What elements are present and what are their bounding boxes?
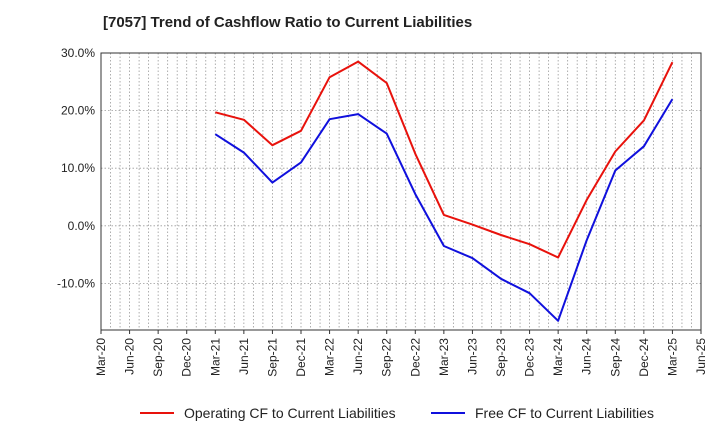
x-tick-label: Sep-21 — [265, 338, 279, 377]
x-tick-label: Jun-24 — [580, 338, 594, 375]
x-tick-label: Jun-23 — [465, 338, 479, 375]
legend: Operating CF to Current Liabilities Free… — [0, 405, 720, 425]
plot-frame — [100, 52, 702, 331]
x-tick-label: Mar-25 — [665, 338, 679, 376]
legend-swatch-free-cf — [431, 412, 465, 414]
x-tick-label: Dec-20 — [180, 338, 194, 377]
y-tick-label: -10.0% — [57, 276, 95, 290]
x-tick-label: Jun-25 — [694, 338, 708, 375]
x-tick-label: Mar-24 — [551, 338, 565, 376]
y-tick-label: 20.0% — [61, 104, 95, 118]
x-tick-label: Mar-21 — [208, 338, 222, 376]
chart-title: [7057] Trend of Cashflow Ratio to Curren… — [103, 14, 473, 31]
x-tick-label: Jun-22 — [351, 338, 365, 375]
y-tick-label: 10.0% — [61, 161, 95, 175]
x-tick-label: Mar-23 — [437, 338, 451, 376]
legend-label-free-cf: Free CF to Current Liabilities — [475, 405, 654, 421]
x-tick-label: Jun-20 — [123, 338, 137, 375]
x-tick-label: Dec-21 — [294, 338, 308, 377]
x-tick-label: Sep-23 — [494, 338, 508, 377]
operating-cf-line — [215, 60, 674, 259]
legend-label-operating-cf: Operating CF to Current Liabilities — [184, 405, 396, 421]
x-tick-label: Sep-20 — [151, 338, 165, 377]
x-tick-label: Mar-20 — [94, 338, 108, 376]
y-tick-label: 30.0% — [61, 46, 95, 60]
legend-item-free-cf: Free CF to Current Liabilities — [431, 405, 654, 421]
x-tick-label: Jun-21 — [237, 338, 251, 375]
y-tick-label: 0.0% — [68, 219, 96, 233]
legend-swatch-operating-cf — [140, 412, 174, 414]
x-tick-label: Sep-22 — [380, 338, 394, 377]
x-tick-label: Mar-22 — [323, 338, 337, 376]
x-tick-label: Dec-22 — [408, 338, 422, 377]
x-tick-label: Dec-24 — [637, 338, 651, 377]
x-tick-label: Dec-23 — [523, 338, 537, 377]
x-tick-label: Sep-24 — [608, 338, 622, 377]
free-cf-line — [214, 98, 674, 322]
legend-item-operating-cf: Operating CF to Current Liabilities — [140, 405, 396, 421]
